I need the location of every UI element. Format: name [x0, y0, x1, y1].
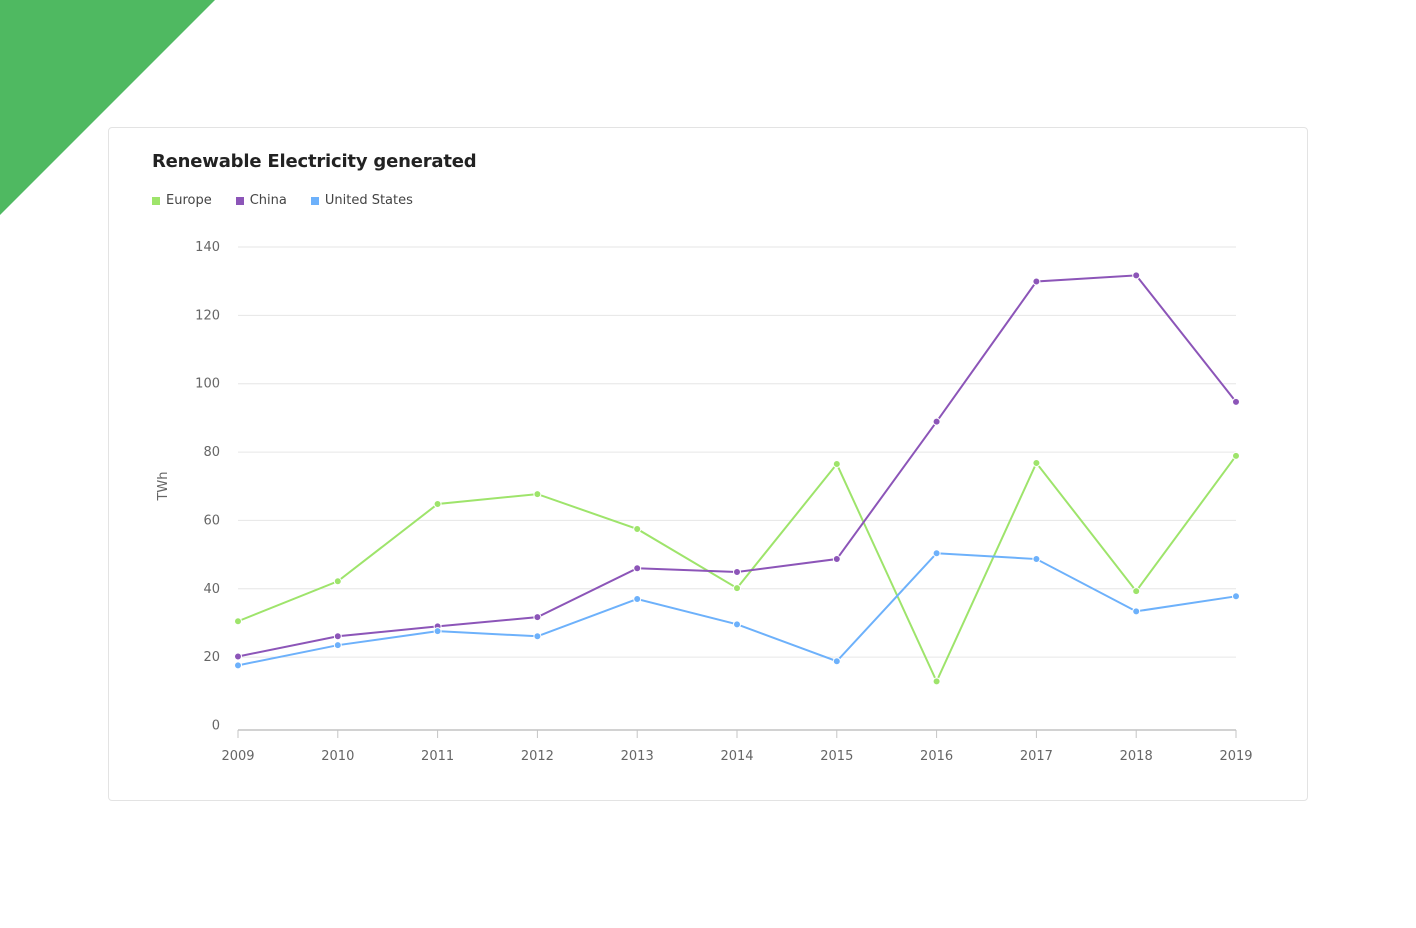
data-point	[633, 524, 642, 533]
x-tick-label: 2012	[521, 749, 554, 764]
data-point	[832, 555, 841, 564]
legend-swatch	[235, 196, 244, 205]
series-line-china	[237, 274, 1237, 658]
data-point	[733, 584, 741, 593]
data-point	[1132, 587, 1141, 596]
legend: Europe China United States	[152, 193, 413, 208]
y-tick-label: 0	[212, 719, 220, 734]
chart-title: Renewable Electricity generated	[152, 151, 477, 172]
data-point	[333, 641, 342, 650]
x-tick-label: 2011	[421, 749, 454, 764]
x-tick-label: 2019	[1219, 749, 1252, 764]
legend-item-china[interactable]: China	[235, 193, 287, 208]
x-tick-label: 2017	[1020, 749, 1053, 764]
data-point	[932, 417, 941, 426]
data-point	[333, 632, 342, 641]
data-point	[1132, 271, 1141, 280]
data-point	[234, 652, 242, 661]
chart-card	[108, 127, 1308, 801]
legend-label: Europe	[166, 193, 212, 208]
y-tick-label: 60	[203, 513, 220, 528]
legend-swatch	[152, 196, 160, 205]
data-point	[1232, 451, 1240, 460]
legend-item-europe[interactable]: Europe	[152, 193, 212, 208]
data-point	[533, 490, 542, 499]
x-tick-label: 2010	[321, 749, 354, 764]
y-tick-label: 80	[203, 445, 220, 460]
legend-item-united-states[interactable]: United States	[310, 193, 413, 208]
x-tick-label: 2014	[720, 749, 753, 764]
x-tick-label: 2009	[221, 749, 254, 764]
data-point	[932, 677, 941, 686]
data-point	[1032, 459, 1041, 468]
data-point	[1132, 607, 1141, 616]
data-point	[433, 627, 442, 636]
data-point	[333, 577, 342, 586]
data-point	[433, 500, 442, 509]
y-tick-label: 40	[203, 582, 220, 597]
data-point	[234, 617, 242, 626]
y-axis-label: TWh	[156, 471, 171, 501]
legend-swatch	[310, 196, 319, 205]
data-point	[533, 613, 542, 622]
y-tick-label: 140	[195, 240, 220, 255]
data-point	[1232, 397, 1240, 406]
y-tick-label: 120	[195, 308, 220, 323]
y-tick-label: 100	[195, 377, 220, 392]
data-point	[234, 661, 242, 670]
x-tick-label: 2018	[1120, 749, 1153, 764]
y-tick-label: 20	[203, 650, 220, 665]
data-point	[733, 568, 741, 577]
data-point	[533, 632, 542, 641]
legend-label: China	[249, 193, 287, 208]
data-point	[633, 564, 642, 573]
x-tick-label: 2016	[920, 749, 953, 764]
x-tick-label: 2013	[621, 749, 654, 764]
data-point	[832, 657, 841, 666]
data-point	[932, 549, 941, 558]
x-tick-label: 2015	[820, 749, 853, 764]
legend-label: United States	[324, 193, 413, 208]
data-point	[1032, 277, 1041, 286]
data-point	[1232, 592, 1240, 601]
data-point	[633, 595, 642, 604]
data-point	[1032, 555, 1041, 564]
data-point	[832, 460, 841, 469]
data-point	[733, 620, 741, 629]
